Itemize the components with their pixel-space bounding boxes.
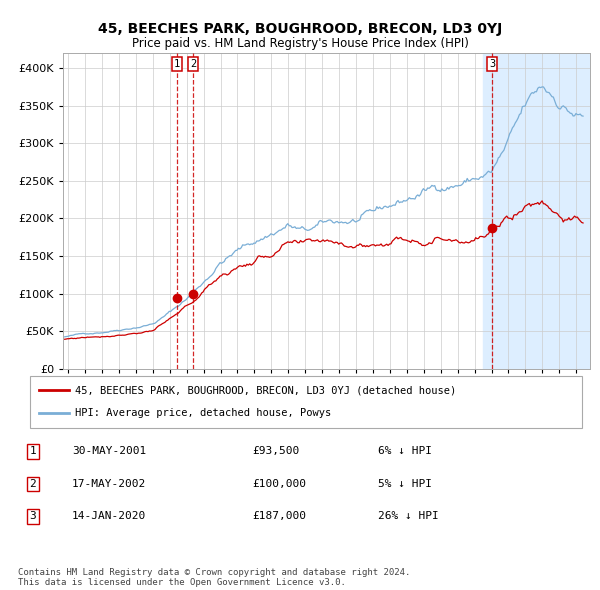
Text: £93,500: £93,500 — [252, 447, 299, 457]
Text: Price paid vs. HM Land Registry's House Price Index (HPI): Price paid vs. HM Land Registry's House … — [131, 37, 469, 50]
Text: 3: 3 — [29, 512, 37, 522]
Text: 2: 2 — [29, 479, 37, 489]
Text: Contains HM Land Registry data © Crown copyright and database right 2024.
This d: Contains HM Land Registry data © Crown c… — [18, 568, 410, 587]
Text: 45, BEECHES PARK, BOUGHROOD, BRECON, LD3 0YJ: 45, BEECHES PARK, BOUGHROOD, BRECON, LD3… — [98, 22, 502, 37]
Text: 2: 2 — [190, 60, 196, 70]
Text: £100,000: £100,000 — [252, 479, 306, 489]
Text: £187,000: £187,000 — [252, 512, 306, 522]
Text: 3: 3 — [489, 60, 496, 70]
Text: 17-MAY-2002: 17-MAY-2002 — [72, 479, 146, 489]
Text: HPI: Average price, detached house, Powys: HPI: Average price, detached house, Powy… — [75, 408, 331, 418]
Text: 6% ↓ HPI: 6% ↓ HPI — [378, 447, 432, 457]
Text: 1: 1 — [29, 447, 37, 457]
Text: 1: 1 — [173, 60, 180, 70]
Bar — [483, 53, 600, 369]
Text: 30-MAY-2001: 30-MAY-2001 — [72, 447, 146, 457]
Text: 45, BEECHES PARK, BOUGHROOD, BRECON, LD3 0YJ (detached house): 45, BEECHES PARK, BOUGHROOD, BRECON, LD3… — [75, 385, 456, 395]
Text: 5% ↓ HPI: 5% ↓ HPI — [378, 479, 432, 489]
Text: 26% ↓ HPI: 26% ↓ HPI — [378, 512, 439, 522]
Text: 14-JAN-2020: 14-JAN-2020 — [72, 512, 146, 522]
